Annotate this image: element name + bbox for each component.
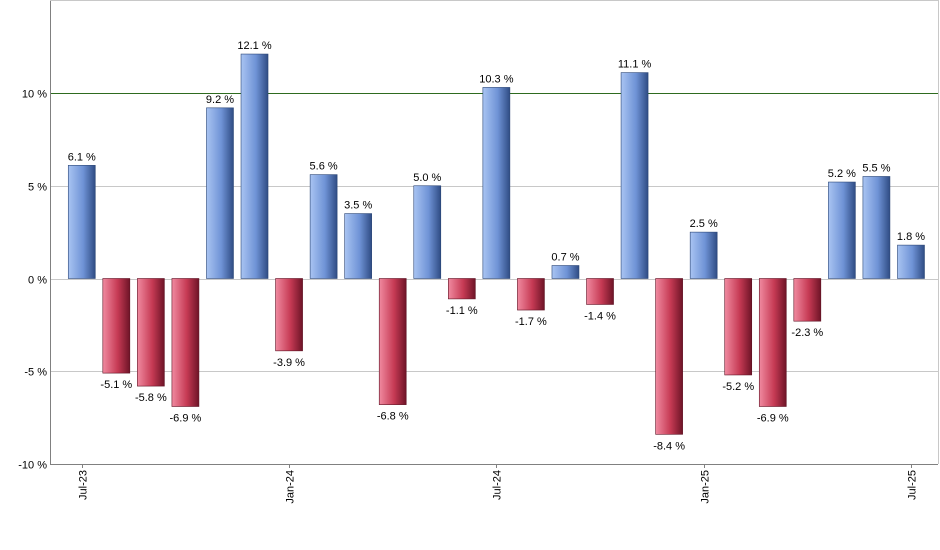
y-tick-label: 5 % — [28, 182, 47, 194]
bar-value-label: -8.4 % — [653, 440, 685, 452]
bar — [309, 174, 338, 279]
bar — [378, 278, 407, 405]
x-axis-tick-labels: Jul-23 Jan-24 Jul-24 Jan-25 Jul-25 — [78, 470, 919, 504]
bar — [724, 278, 753, 376]
bar-value-label: -2.3 % — [791, 327, 823, 339]
x-tick-label: Jul-24 — [492, 470, 504, 500]
bar-value-label: -5.8 % — [135, 392, 167, 404]
y-tick-label: -5 % — [24, 367, 47, 379]
bars — [67, 53, 925, 435]
bar-value-label: 0.7 % — [551, 252, 579, 264]
bar — [586, 278, 614, 305]
bar-value-label: 1.8 % — [897, 231, 925, 243]
bar-value-label: -6.8 % — [377, 411, 409, 423]
bar — [137, 278, 165, 387]
bar-value-label: -3.9 % — [273, 357, 305, 369]
bar-value-labels: 6.1 %-5.1 %-5.8 %-6.9 %9.2 %12.1 %-3.9 %… — [68, 40, 926, 452]
bar-value-label: 6.1 % — [68, 151, 96, 163]
bar — [448, 278, 476, 300]
bar — [240, 53, 269, 279]
bar — [897, 244, 925, 279]
bar — [482, 87, 511, 279]
x-tick-label: Jan-25 — [700, 470, 712, 504]
bar-value-label: 12.1 % — [237, 40, 271, 52]
bar-value-label: 2.5 % — [690, 218, 718, 230]
y-axis-tick-labels: -10 % -5 % 0 % 5 % 10 % — [18, 89, 47, 472]
bar-value-label: 5.5 % — [862, 162, 890, 174]
bar — [551, 265, 580, 279]
bar-value-label: -5.2 % — [722, 381, 754, 393]
bar — [655, 278, 683, 435]
bar-value-label: 3.5 % — [344, 200, 372, 212]
bar-value-label: -5.1 % — [100, 379, 132, 391]
bar-value-label: 5.0 % — [413, 172, 441, 184]
bar — [206, 107, 234, 279]
y-tick-label: 10 % — [22, 89, 47, 101]
bar — [275, 278, 303, 352]
bar — [758, 278, 787, 407]
bar-value-label: -1.4 % — [584, 310, 616, 322]
bar — [102, 278, 131, 374]
y-tick-label: 0 % — [28, 275, 47, 287]
y-tick-label: -10 % — [18, 460, 47, 472]
bar — [862, 176, 891, 279]
bar — [620, 72, 649, 279]
bar — [793, 278, 822, 322]
bar — [344, 213, 372, 279]
bar — [517, 278, 545, 311]
bar-value-label: -6.9 % — [757, 412, 789, 424]
bar-value-label: 10.3 % — [479, 73, 513, 85]
axes — [50, 0, 939, 468]
bar — [171, 278, 200, 407]
bar-value-label: 5.6 % — [310, 161, 338, 173]
bar — [689, 231, 718, 279]
bar-value-label: -1.7 % — [515, 316, 547, 328]
bar-value-label: 11.1 % — [618, 59, 652, 71]
bar-value-label: -1.1 % — [446, 305, 478, 317]
bar — [413, 185, 442, 279]
bar — [828, 181, 856, 279]
x-tick-label: Jul-23 — [78, 470, 90, 500]
bar — [67, 165, 96, 279]
bar-value-label: 5.2 % — [828, 168, 856, 180]
bar-value-label: -6.9 % — [170, 412, 202, 424]
x-tick-label: Jul-25 — [907, 470, 919, 500]
x-tick-label: Jan-24 — [285, 470, 297, 504]
bar-value-label: 9.2 % — [206, 94, 234, 106]
